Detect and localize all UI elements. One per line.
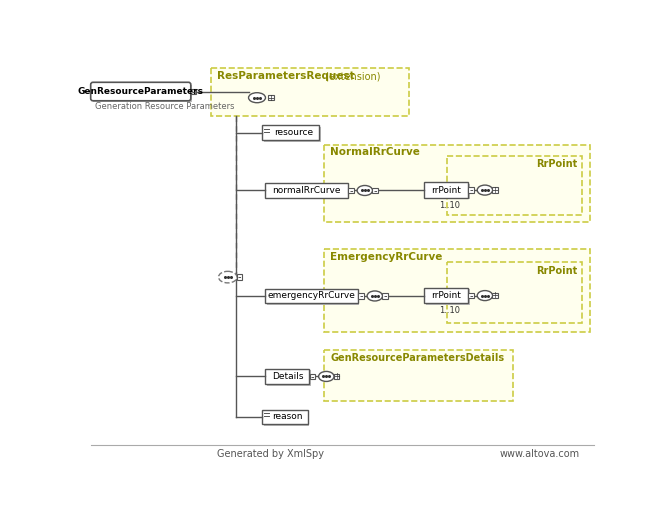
Text: ResParametersRequest: ResParametersRequest [217,71,355,81]
Text: -: - [310,372,314,382]
Ellipse shape [219,271,237,283]
Text: -: - [373,186,377,196]
Text: Generated by XmlSpy: Generated by XmlSpy [217,449,324,459]
Bar [324,250,589,332]
Bar [268,95,274,100]
Text: -: - [470,291,473,301]
Bar [310,374,315,379]
Text: +: + [492,186,498,195]
Text: Details: Details [272,372,303,381]
Bar [211,69,409,116]
FancyBboxPatch shape [91,83,191,101]
Text: rrPoint: rrPoint [431,291,461,300]
Text: -: - [383,291,387,302]
Bar [267,185,349,199]
Text: reason: reason [272,413,302,421]
Bar [266,183,348,198]
Text: -: - [359,291,363,302]
Text: emergencyRrCurve: emergencyRrCurve [268,292,356,301]
Text: normalRrCurve: normalRrCurve [272,186,341,195]
Bar [425,184,470,199]
Bar [334,374,339,379]
Text: GenResourceParametersDetails: GenResourceParametersDetails [330,353,504,363]
Bar [424,182,468,198]
Text: +: + [333,372,340,381]
Text: NormalRrCurve: NormalRrCurve [330,147,420,157]
Text: EmergencyRrCurve: EmergencyRrCurve [330,252,442,262]
Text: rrPoint: rrPoint [431,186,461,195]
Text: +: + [268,93,274,103]
Ellipse shape [367,291,383,301]
Bar [468,293,474,298]
Text: resource: resource [274,128,313,137]
Text: -: - [470,185,473,196]
Bar [324,145,589,222]
Bar [264,411,309,426]
Bar [382,293,387,298]
Bar [447,263,582,322]
Bar [359,293,364,298]
Text: -: - [237,272,241,282]
Ellipse shape [318,372,334,381]
Bar [264,127,321,142]
Text: RrPoint: RrPoint [536,266,577,276]
Bar [191,89,196,94]
Text: -: - [191,87,195,97]
Bar [468,187,474,193]
Bar [266,368,309,384]
Bar [262,126,319,140]
Ellipse shape [477,185,492,195]
Ellipse shape [357,185,373,196]
Text: -: - [349,186,353,196]
Text: RrPoint: RrPoint [536,159,577,169]
Text: Generation Resource Parameters: Generation Resource Parameters [94,102,234,111]
Bar [93,85,191,102]
Bar [349,188,354,193]
Bar [372,188,377,193]
Bar [492,293,498,298]
Bar [492,187,498,193]
Text: +: + [492,292,498,301]
Bar [447,156,582,215]
Text: (extension): (extension) [322,71,381,81]
Bar [425,290,470,305]
Ellipse shape [477,291,492,301]
Bar [424,288,468,303]
Bar [324,350,512,401]
Text: www.altova.com: www.altova.com [500,449,579,459]
Text: 1..10: 1..10 [439,307,460,316]
Bar [262,409,308,424]
Bar [237,275,242,280]
Ellipse shape [249,93,266,103]
Bar [266,289,358,303]
Text: GenResourceParameters: GenResourceParameters [78,87,204,96]
Bar [267,370,311,386]
Text: 1..10: 1..10 [439,201,460,210]
Bar [267,290,359,305]
